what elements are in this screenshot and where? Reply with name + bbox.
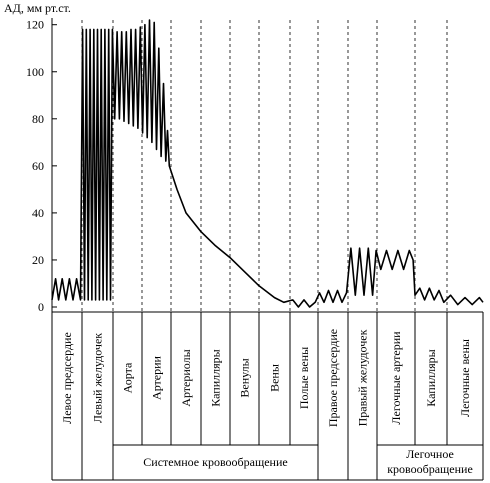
y-tick-label: 40: [32, 206, 44, 220]
column-label: Аорта: [121, 362, 135, 393]
column-label: Капилляры: [209, 349, 223, 406]
column-label: Капилляры: [424, 349, 438, 406]
column-label: Правое предсердие: [326, 329, 340, 427]
y-axis-label: АД, мм рт.ст.: [4, 1, 71, 15]
y-tick-label: 100: [26, 65, 44, 79]
y-tick-label: 120: [26, 18, 44, 32]
pressure-curve: [51, 19, 484, 308]
column-label: Легочные вены: [458, 339, 472, 417]
group-label: Легочное: [406, 447, 454, 461]
column-label: Венулы: [238, 358, 252, 397]
y-tick-label: 60: [32, 159, 44, 173]
y-tick-label: 80: [32, 112, 44, 126]
column-label: Артерии: [150, 355, 164, 400]
group-label: кровообращение: [387, 462, 473, 476]
column-label: Легочные артерии: [389, 331, 403, 425]
column-label: Артериолы: [179, 349, 193, 406]
column-label: Левое предсердие: [60, 332, 74, 424]
column-label: Полые вены: [297, 347, 311, 409]
y-tick-label: 20: [32, 253, 44, 267]
group-label: Системное кровообращение: [143, 455, 287, 469]
column-label: Левый желудочек: [91, 333, 105, 423]
y-tick-label: 0: [38, 300, 44, 314]
column-label: Правый желудочек: [356, 329, 370, 426]
column-label: Вены: [268, 364, 282, 392]
